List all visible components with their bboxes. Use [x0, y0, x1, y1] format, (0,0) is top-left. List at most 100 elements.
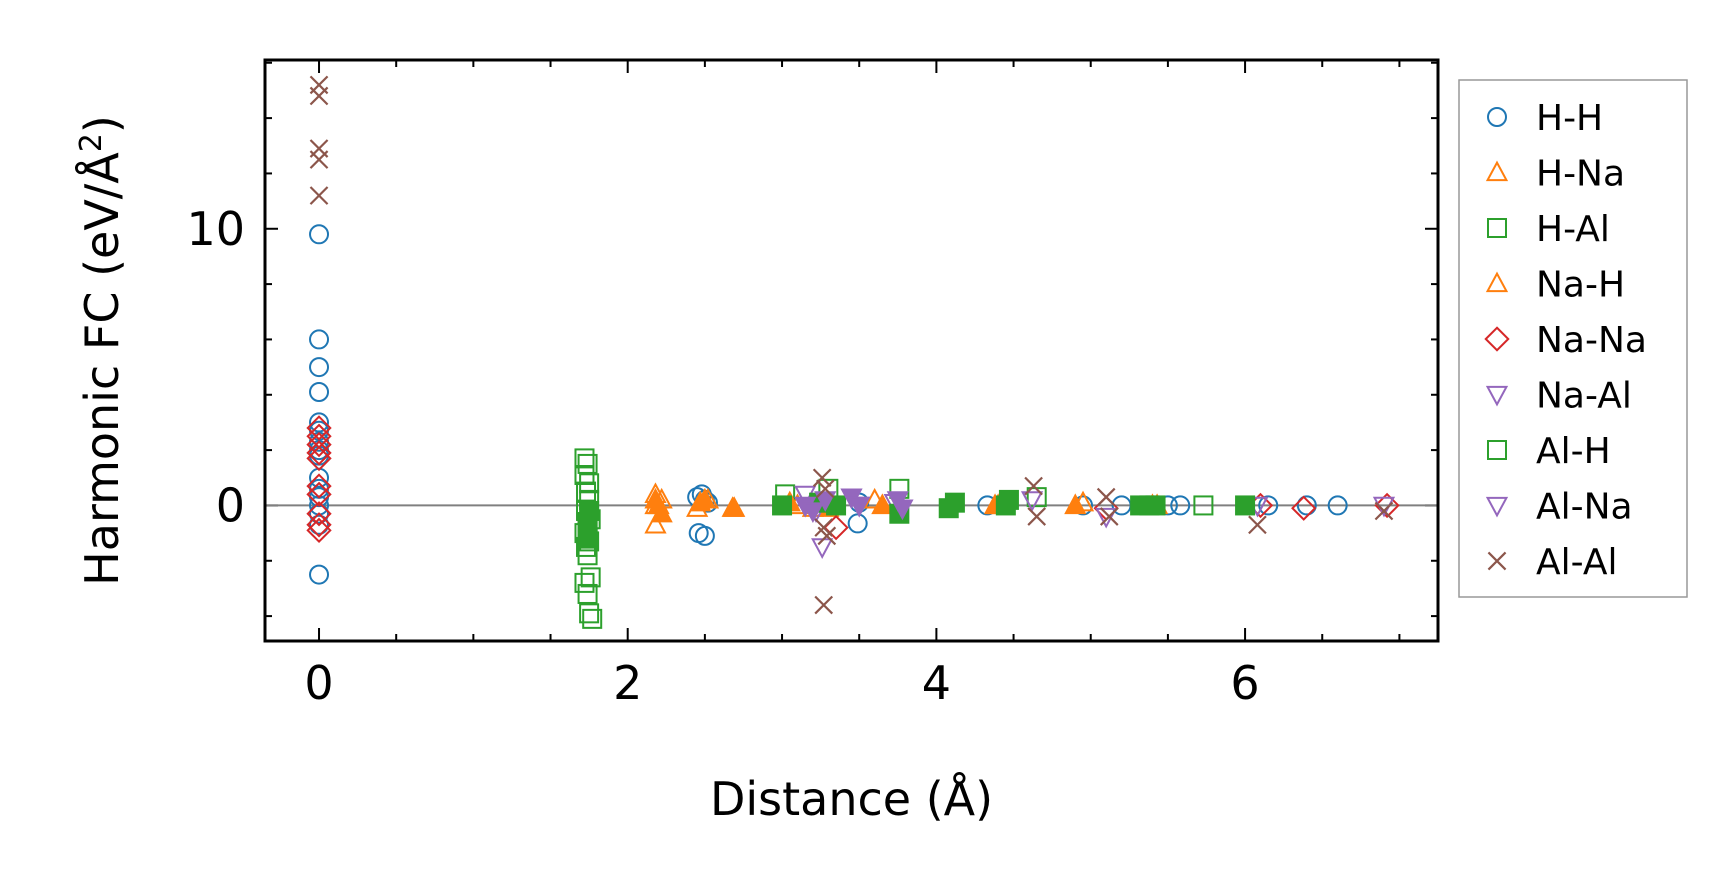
legend-marker-al-al — [1487, 551, 1507, 571]
data-point-h-na — [644, 512, 667, 534]
axis-tick-labels: 0 2 4 6 0 10 — [186, 202, 1259, 710]
data-point-h-h — [694, 525, 715, 546]
legend-label-al-h: Al-H — [1536, 431, 1611, 472]
data-point-al-na — [891, 499, 914, 521]
data-point-al-h — [577, 528, 598, 549]
data-point-na-na — [1291, 495, 1317, 521]
legend-label-h-h: H-H — [1536, 98, 1603, 139]
data-point-al-al — [815, 479, 835, 499]
data-point-na-na — [306, 517, 332, 543]
legend-label-h-na: H-Na — [1536, 154, 1625, 195]
data-point-al-al — [1248, 515, 1267, 535]
x-tick-label: 0 — [304, 656, 333, 710]
legend-marker-h-na — [1485, 160, 1509, 182]
legend-box — [1458, 79, 1688, 598]
data-point-al-h — [944, 492, 965, 513]
x-axis-label: Distance (Å) — [710, 772, 993, 826]
data-point-h-h — [309, 514, 330, 535]
data-point-al-al — [1024, 476, 1043, 496]
data-point-na-na — [306, 431, 332, 458]
data-point-al-h — [772, 495, 793, 516]
legend-marker-al-na — [1485, 496, 1509, 518]
data-point-h-al — [577, 583, 598, 604]
legend-marker-h-h — [1487, 107, 1507, 127]
data-point-al-al — [1099, 507, 1119, 526]
legend-marker-h-al — [1487, 218, 1507, 238]
legend-label-na-h: Na-H — [1536, 265, 1625, 306]
data-point-h-h — [309, 224, 330, 245]
x-tick-label: 4 — [922, 656, 951, 710]
data-point-h-al — [574, 448, 595, 469]
y-tick-label: 10 — [186, 202, 245, 256]
data-point-na-na — [306, 501, 332, 527]
data-point-h-h — [1327, 495, 1348, 516]
data-point-na-na — [306, 440, 332, 466]
legend: H-H H-Na H-Al Na-H Na-Na Na-Al Al-H Al-Na Al-Al — [1458, 79, 1688, 598]
data-point-na-h — [650, 501, 673, 523]
data-point-h-h — [309, 382, 330, 402]
data-point-na-h — [721, 496, 744, 517]
legend-label-al-al: Al-Al — [1536, 542, 1617, 583]
data-point-h-al — [579, 603, 600, 624]
data-point-h-h — [309, 564, 330, 585]
legend-label-h-al: H-Al — [1536, 209, 1610, 250]
y-axis-label-superscript: 2 — [74, 133, 109, 152]
legend-label-na-al: Na-Al — [1536, 376, 1632, 417]
legend-label-al-na: Al-Na — [1536, 487, 1633, 528]
data-point-na-h — [1064, 493, 1087, 515]
data-point-h-al — [580, 567, 601, 588]
data-point-al-al — [814, 595, 834, 615]
data-point-al-h — [579, 500, 600, 521]
legend-marker-na-na — [1484, 326, 1510, 352]
data-point-al-h — [998, 489, 1019, 510]
data-point-h-h — [309, 412, 330, 433]
plot-frame — [263, 58, 1440, 643]
data-point-h-na — [863, 487, 886, 509]
data-point-al-h — [1145, 495, 1166, 516]
legend-marker-na-h — [1485, 271, 1509, 293]
data-point-h-h — [1170, 495, 1191, 516]
data-point-na-na — [306, 481, 332, 508]
legend-marker-al-h — [1487, 440, 1507, 460]
data-point-na-na — [306, 445, 332, 472]
data-point-h-al — [574, 572, 595, 593]
data-point-na-al — [1020, 491, 1044, 512]
series-al-al — [309, 75, 1394, 615]
legend-label-na-na: Na-Na — [1536, 320, 1647, 361]
data-point-al-al — [309, 86, 329, 106]
data-point-al-na — [814, 491, 837, 512]
x-tick-label: 2 — [613, 656, 642, 710]
data-point-h-al — [1193, 495, 1214, 516]
data-point-na-na — [306, 473, 332, 499]
data-point-al-al — [1027, 507, 1047, 526]
data-point-al-al — [812, 468, 832, 488]
plot-markers — [306, 75, 1400, 629]
data-point-h-h — [309, 357, 330, 378]
y-axis-label-base: Harmonic FC (eV/Å — [75, 152, 129, 586]
data-point-h-h — [309, 329, 330, 350]
data-point-h-h — [1258, 495, 1279, 516]
y-axis-label: Harmonic FC (eV/Å2) — [74, 115, 130, 586]
data-point-h-al — [582, 608, 603, 629]
data-point-na-na — [306, 512, 332, 538]
data-point-h-h — [1296, 495, 1317, 516]
data-point-na-h — [693, 487, 716, 509]
data-point-al-na — [848, 496, 871, 518]
data-point-al-al — [309, 150, 329, 169]
data-point-al-al — [1096, 487, 1116, 507]
data-point-na-na — [1374, 492, 1400, 519]
x-tick-label: 6 — [1230, 656, 1259, 710]
data-point-al-al — [817, 526, 837, 546]
data-point-na-na — [306, 415, 332, 441]
data-point-na-h — [871, 493, 894, 515]
y-axis-label-close: ) — [75, 115, 129, 133]
data-point-al-na — [801, 502, 825, 523]
y-tick-label: 0 — [216, 478, 245, 532]
data-point-al-al — [1374, 501, 1394, 521]
data-point-h-al — [577, 453, 598, 474]
legend-marker-na-al — [1485, 385, 1509, 407]
series-na-h — [644, 487, 1169, 523]
data-point-al-al — [309, 186, 329, 205]
series-al-na — [794, 488, 914, 523]
